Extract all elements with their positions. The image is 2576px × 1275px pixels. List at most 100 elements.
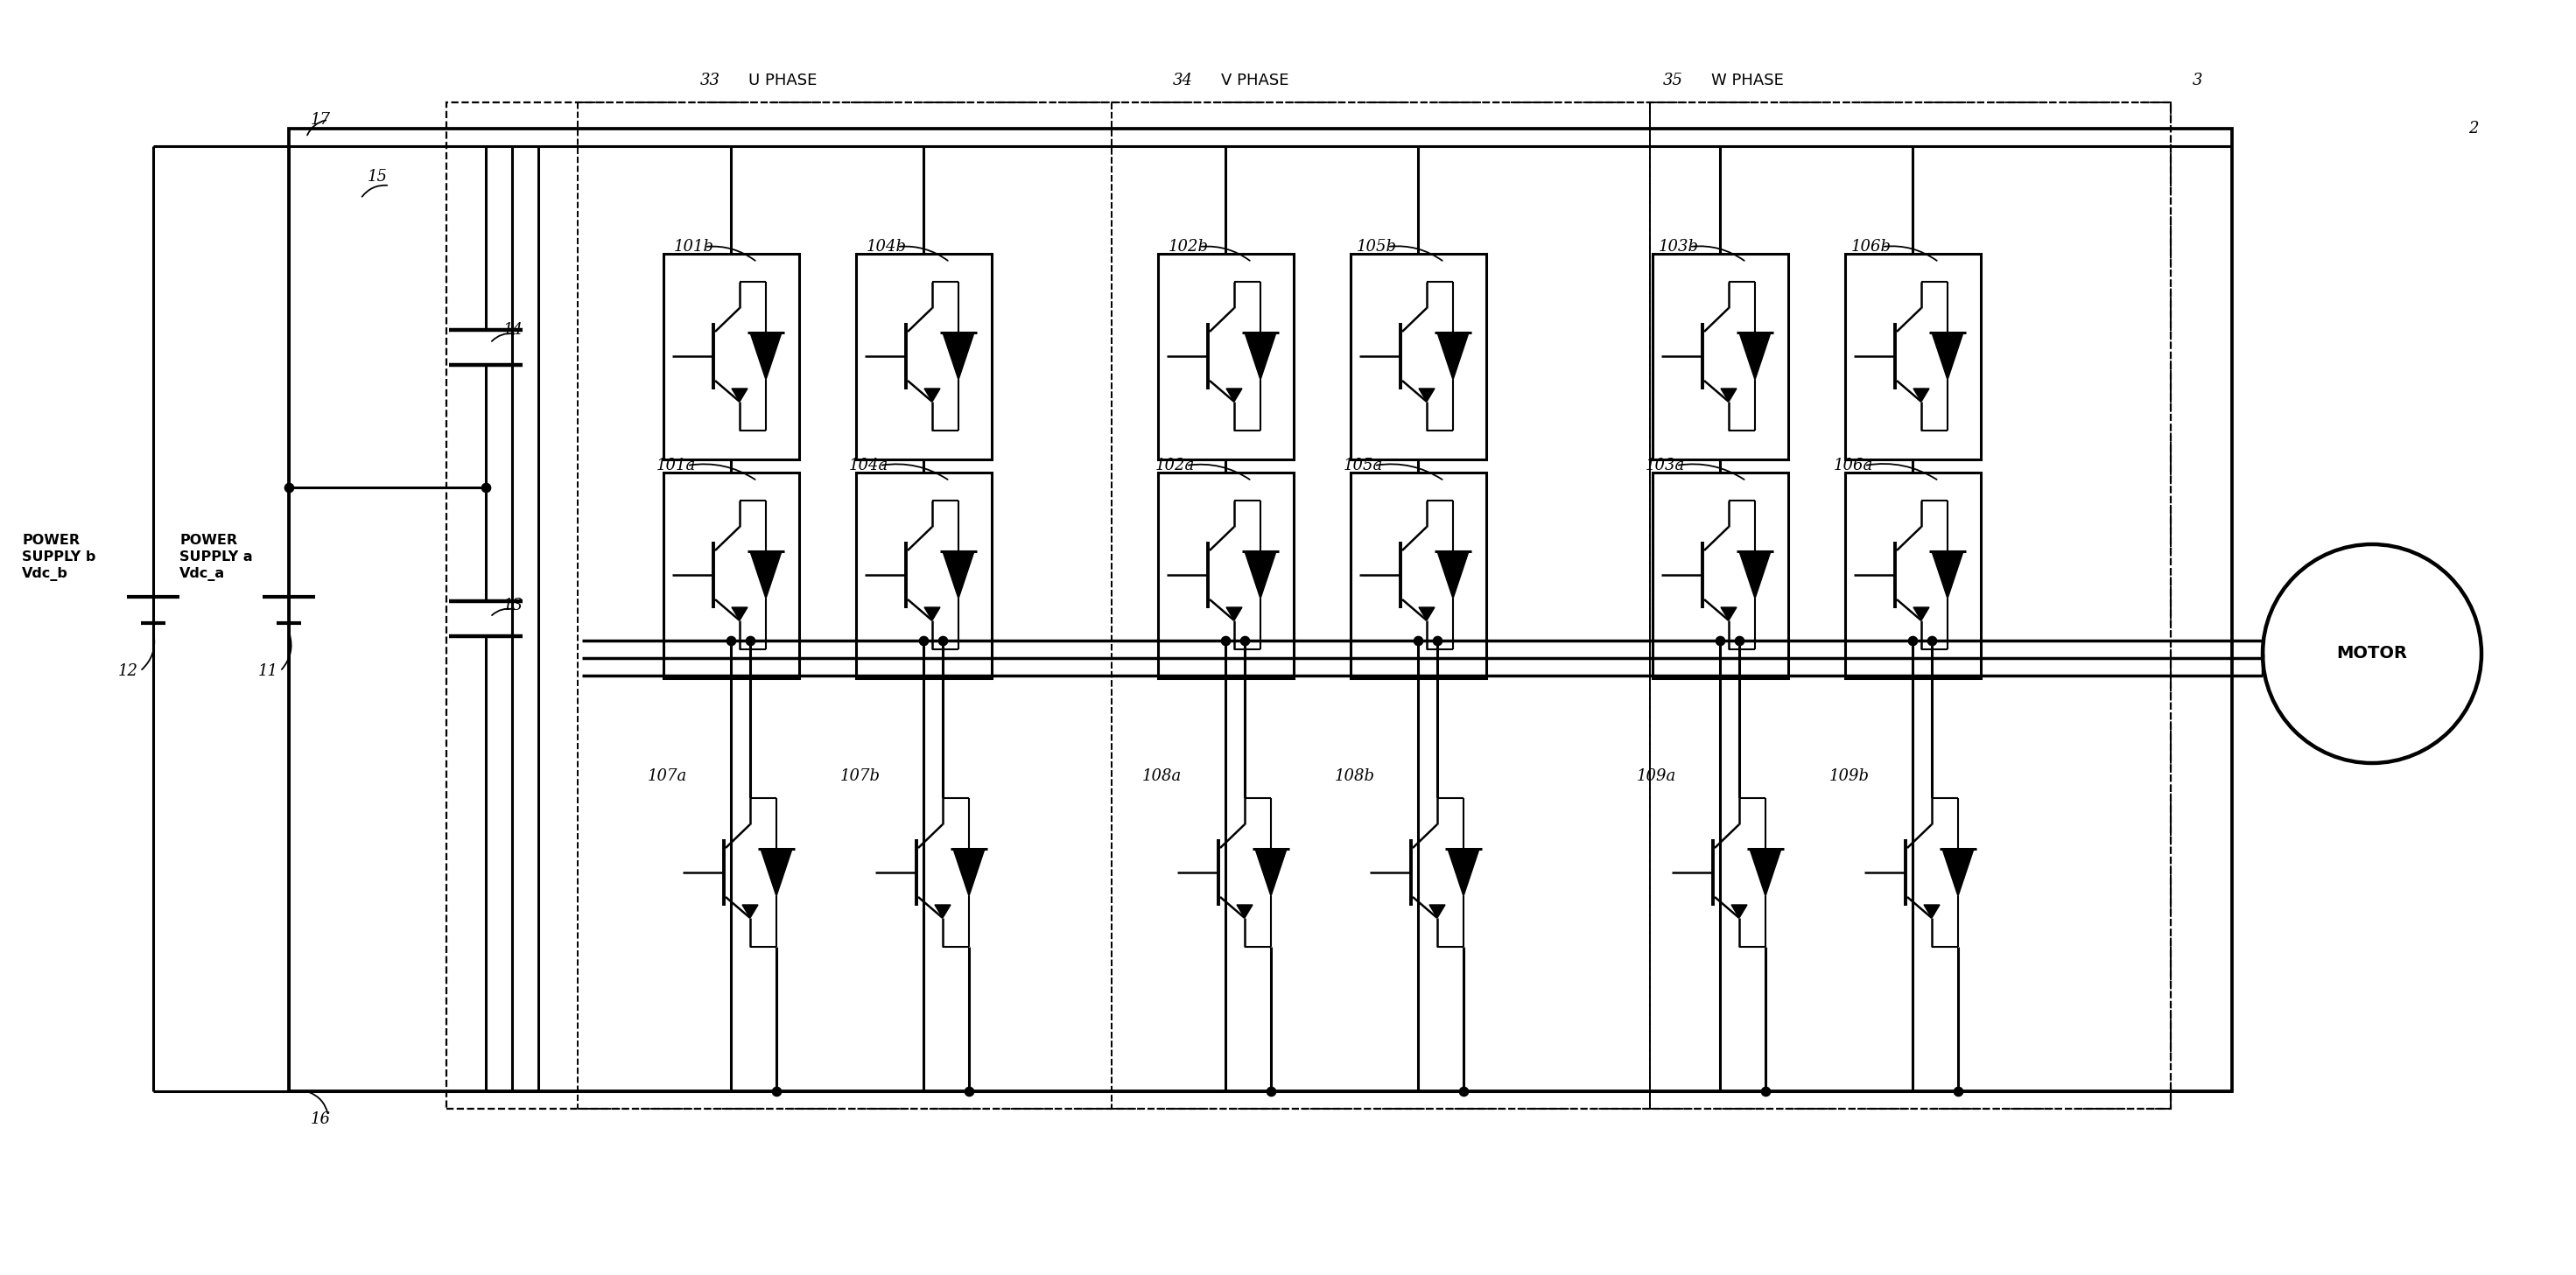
- Text: 101a: 101a: [657, 458, 696, 473]
- Polygon shape: [1226, 389, 1242, 402]
- Point: [948, 1081, 989, 1102]
- Point: [268, 477, 309, 497]
- Point: [1911, 630, 1953, 650]
- Point: [1224, 630, 1265, 650]
- Polygon shape: [1932, 551, 1963, 598]
- Polygon shape: [1236, 905, 1252, 918]
- Bar: [1651, 254, 1788, 459]
- Polygon shape: [1419, 607, 1435, 621]
- Polygon shape: [925, 607, 940, 621]
- Text: 104a: 104a: [850, 458, 889, 473]
- Text: 13: 13: [502, 598, 523, 613]
- Point: [922, 630, 963, 650]
- Text: V PHASE: V PHASE: [1221, 73, 1288, 88]
- Text: 15: 15: [368, 168, 389, 185]
- Polygon shape: [1437, 333, 1468, 380]
- Text: 101b: 101b: [675, 238, 714, 255]
- Polygon shape: [943, 551, 974, 598]
- Bar: [1844, 254, 1981, 459]
- Text: 105b: 105b: [1358, 238, 1396, 255]
- Polygon shape: [943, 333, 974, 380]
- Polygon shape: [1437, 551, 1468, 598]
- Polygon shape: [1430, 905, 1445, 918]
- Text: 107a: 107a: [647, 769, 688, 784]
- Point: [1249, 1081, 1291, 1102]
- Point: [711, 630, 752, 650]
- Bar: [577, 102, 1113, 1109]
- Text: 106b: 106b: [1852, 238, 1891, 255]
- Polygon shape: [1932, 333, 1963, 380]
- Polygon shape: [1914, 607, 1929, 621]
- Text: 108a: 108a: [1141, 769, 1182, 784]
- Polygon shape: [953, 849, 984, 896]
- Text: POWER
SUPPLY a
Vdc_a: POWER SUPPLY a Vdc_a: [180, 534, 252, 580]
- Polygon shape: [1244, 551, 1275, 598]
- Bar: [1113, 102, 1651, 1109]
- Polygon shape: [750, 551, 781, 598]
- Text: 11: 11: [258, 663, 278, 680]
- Polygon shape: [1448, 849, 1479, 896]
- Point: [1718, 630, 1759, 650]
- Bar: [1651, 102, 2172, 1109]
- Polygon shape: [1721, 607, 1736, 621]
- Text: 103a: 103a: [1646, 458, 1685, 473]
- Point: [1891, 630, 1932, 650]
- Text: 109a: 109a: [1636, 769, 1677, 784]
- Text: 102a: 102a: [1157, 458, 1195, 473]
- Bar: [1157, 472, 1293, 678]
- Bar: [855, 472, 992, 678]
- Text: 34: 34: [1172, 73, 1193, 88]
- Polygon shape: [1749, 849, 1780, 896]
- Text: 16: 16: [312, 1112, 330, 1127]
- Bar: [855, 254, 992, 459]
- Polygon shape: [925, 389, 940, 402]
- Polygon shape: [935, 905, 951, 918]
- Polygon shape: [750, 333, 781, 380]
- Polygon shape: [1739, 333, 1770, 380]
- Polygon shape: [1721, 389, 1736, 402]
- Polygon shape: [1419, 389, 1435, 402]
- Bar: [1350, 254, 1486, 459]
- Point: [729, 630, 770, 650]
- Polygon shape: [732, 389, 747, 402]
- Point: [1700, 630, 1741, 650]
- Polygon shape: [742, 905, 757, 918]
- Bar: [1651, 472, 1788, 678]
- Polygon shape: [732, 607, 747, 621]
- Text: 12: 12: [118, 663, 139, 680]
- Polygon shape: [1244, 333, 1275, 380]
- Bar: [446, 102, 2172, 1109]
- Text: 107b: 107b: [840, 769, 881, 784]
- Text: 103b: 103b: [1659, 238, 1700, 255]
- Point: [1937, 1081, 1978, 1102]
- Point: [902, 630, 943, 650]
- Bar: [289, 129, 2231, 1091]
- Point: [466, 477, 507, 497]
- Polygon shape: [1739, 551, 1770, 598]
- Polygon shape: [1255, 849, 1285, 896]
- Text: 33: 33: [701, 73, 721, 88]
- Polygon shape: [1914, 389, 1929, 402]
- Text: 3: 3: [2192, 73, 2202, 88]
- Polygon shape: [760, 849, 793, 896]
- Bar: [1157, 254, 1293, 459]
- Text: 106a: 106a: [1834, 458, 1873, 473]
- Point: [1744, 1081, 1785, 1102]
- Text: 17: 17: [312, 112, 330, 127]
- Text: 108b: 108b: [1334, 769, 1376, 784]
- Point: [1443, 1081, 1484, 1102]
- Bar: [662, 472, 799, 678]
- Text: 102b: 102b: [1170, 238, 1208, 255]
- Text: 109b: 109b: [1829, 769, 1870, 784]
- Text: POWER
SUPPLY b
Vdc_b: POWER SUPPLY b Vdc_b: [21, 534, 95, 580]
- Polygon shape: [1924, 905, 1940, 918]
- Point: [1417, 630, 1458, 650]
- Text: U PHASE: U PHASE: [750, 73, 817, 88]
- Point: [1206, 630, 1247, 650]
- Point: [1396, 630, 1437, 650]
- Polygon shape: [1226, 607, 1242, 621]
- Point: [755, 1081, 796, 1102]
- Polygon shape: [1731, 905, 1747, 918]
- Polygon shape: [1942, 849, 1973, 896]
- Text: 104b: 104b: [866, 238, 907, 255]
